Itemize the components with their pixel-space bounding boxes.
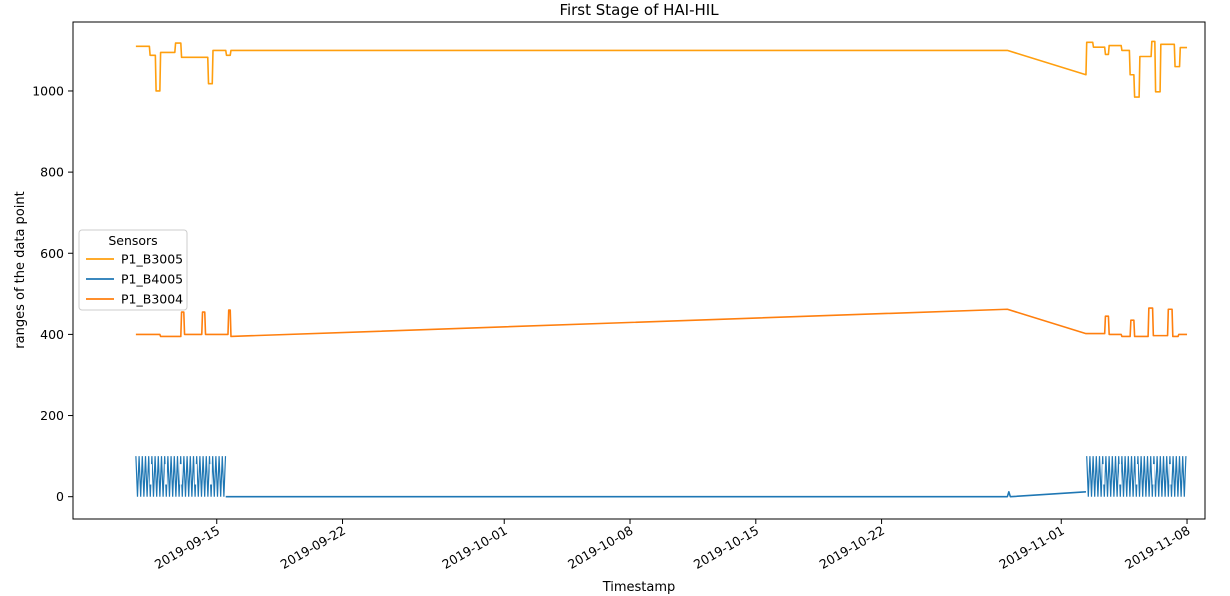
series-P1_B4005 bbox=[135, 456, 1187, 498]
x-tick-label: 2019-09-22 bbox=[278, 523, 348, 572]
x-axis-label: Timestamp bbox=[602, 580, 676, 595]
y-tick-label: 0 bbox=[56, 489, 64, 504]
legend-title: Sensors bbox=[108, 233, 157, 248]
series-P1_B4005-line bbox=[225, 491, 1087, 498]
y-tick-label: 200 bbox=[40, 408, 64, 423]
series-P1_B3005-line bbox=[135, 40, 1188, 98]
x-tick-label: 2019-11-01 bbox=[996, 523, 1066, 572]
legend-box bbox=[78, 229, 188, 311]
y-tick-label: 1000 bbox=[32, 83, 64, 98]
plot-frame bbox=[72, 21, 1206, 520]
series-layer bbox=[135, 40, 1188, 498]
x-tick-label: 2019-10-22 bbox=[817, 523, 887, 572]
legend-label-P1_B4005: P1_B4005 bbox=[121, 272, 183, 287]
series-P1_B3004-line bbox=[135, 307, 1188, 338]
x-tick-label: 2019-10-01 bbox=[439, 523, 509, 572]
y-tick-label: 400 bbox=[40, 327, 64, 342]
x-tick-label: 2019-11-08 bbox=[1122, 523, 1192, 572]
chart-title: First Stage of HAI-HIL bbox=[559, 1, 719, 19]
legend-label-P1_B3004: P1_B3004 bbox=[121, 292, 183, 307]
series-P1_B3005 bbox=[135, 40, 1188, 98]
y-axis-label: ranges of the data point bbox=[13, 191, 28, 348]
y-tick-label: 600 bbox=[40, 246, 64, 261]
x-tick-label: 2019-09-15 bbox=[152, 523, 222, 572]
legend: Sensors P1_B3005 P1_B4005 P1_B3004 bbox=[78, 229, 188, 311]
y-tick-label: 800 bbox=[40, 165, 64, 180]
legend-label-P1_B3005: P1_B3005 bbox=[121, 252, 183, 267]
x-tick-label: 2019-10-08 bbox=[565, 523, 635, 572]
series-P1_B3004 bbox=[135, 307, 1188, 338]
x-tick-label: 2019-10-15 bbox=[691, 523, 761, 572]
